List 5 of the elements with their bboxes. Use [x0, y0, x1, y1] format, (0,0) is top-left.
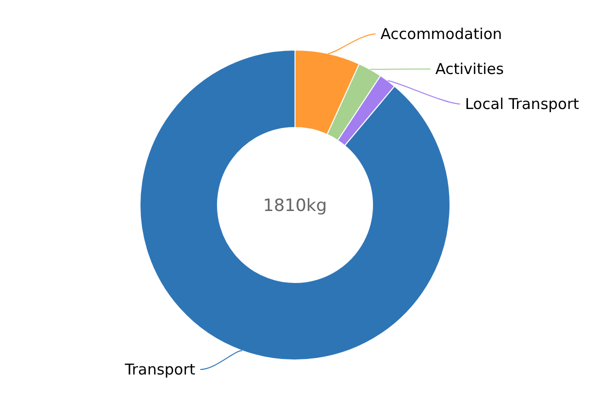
slice-label: Transport: [124, 360, 196, 379]
slice-label: Accommodation: [380, 25, 502, 44]
text: 1810kg: [263, 196, 327, 216]
slice-label: Local Transport: [464, 95, 580, 114]
slice-label: Activities: [435, 60, 504, 78]
